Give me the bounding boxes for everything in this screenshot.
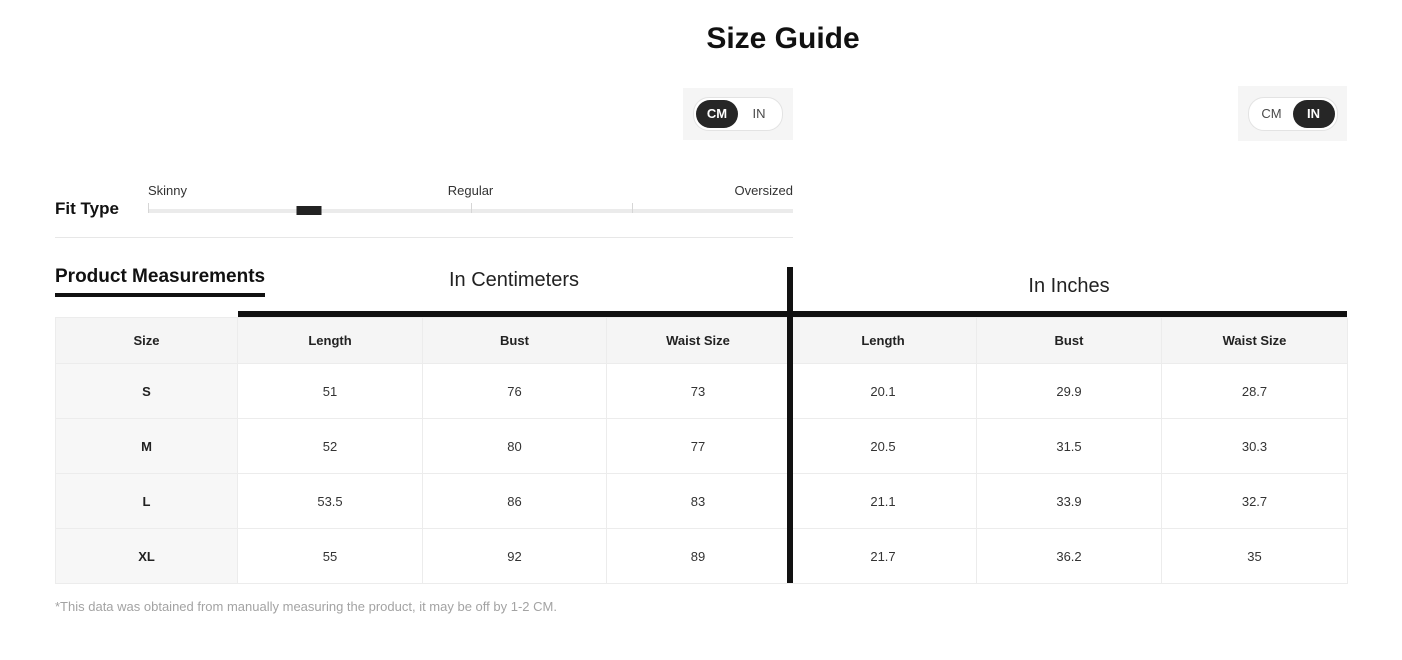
- column-header-length-cm: Length: [238, 318, 423, 364]
- page-title: Size Guide: [706, 22, 860, 55]
- column-header-bust-cm: Bust: [423, 318, 607, 364]
- measurement-value-cell: 92: [423, 529, 607, 584]
- fit-slider-track: [148, 203, 793, 215]
- measurement-value-cell: 73: [607, 364, 790, 419]
- measurement-value-cell: 55: [238, 529, 423, 584]
- measurement-value-cell: 20.1: [790, 364, 977, 419]
- table-row: M 52 80 77 20.5 31.5 30.3: [56, 419, 1348, 474]
- table-row: L 53.5 86 83 21.1 33.9 32.7: [56, 474, 1348, 529]
- unit-toggle-block-centimeters: CM IN: [683, 88, 793, 140]
- measurement-value-cell: 33.9: [977, 474, 1162, 529]
- fit-option-regular: Regular: [447, 183, 494, 198]
- measurement-value-cell: 21.7: [790, 529, 977, 584]
- size-cell: M: [56, 419, 238, 474]
- cm-in-divider-bar: [787, 267, 793, 583]
- measurement-value-cell: 20.5: [790, 419, 977, 474]
- measurement-value-cell: 89: [607, 529, 790, 584]
- fit-type-slider: Skinny Regular Oversized: [148, 183, 793, 223]
- fit-slider-thumb: [296, 206, 322, 215]
- measurement-value-cell: 29.9: [977, 364, 1162, 419]
- unit-toggle: CM IN: [693, 97, 783, 131]
- size-cell: L: [56, 474, 238, 529]
- measurement-value-cell: 30.3: [1162, 419, 1348, 474]
- measurement-value-cell: 77: [607, 419, 790, 474]
- measurement-value-cell: 35: [1162, 529, 1348, 584]
- in-toggle-button[interactable]: IN: [1292, 99, 1335, 128]
- size-cell: S: [56, 364, 238, 419]
- size-cell: XL: [56, 529, 238, 584]
- measurement-value-cell: 36.2: [977, 529, 1162, 584]
- centimeters-section-title: In Centimeters: [448, 269, 580, 291]
- measurement-value-cell: 86: [423, 474, 607, 529]
- column-header-length-in: Length: [790, 318, 977, 364]
- measurement-value-cell: 31.5: [977, 419, 1162, 474]
- fit-slider-tick: [148, 203, 149, 213]
- fit-slider-tick: [631, 203, 633, 213]
- measurement-value-cell: 28.7: [1162, 364, 1348, 419]
- measurement-disclaimer: *This data was obtained from manually me…: [55, 599, 557, 614]
- measurement-value-cell: 80: [423, 419, 607, 474]
- column-header-size: Size: [56, 318, 238, 364]
- section-divider: [55, 237, 793, 238]
- product-measurements-heading: Product Measurements: [55, 266, 266, 297]
- fit-option-oversized: Oversized: [734, 183, 793, 198]
- measurement-value-cell: 21.1: [790, 474, 977, 529]
- inches-section-title: In Inches: [1028, 275, 1110, 297]
- table-row: S 51 76 73 20.1 29.9 28.7: [56, 364, 1348, 419]
- measurement-value-cell: 52: [238, 419, 423, 474]
- measurement-value-cell: 53.5: [238, 474, 423, 529]
- measurement-value-cell: 32.7: [1162, 474, 1348, 529]
- in-toggle-button[interactable]: IN: [752, 106, 766, 121]
- measurement-value-cell: 51: [238, 364, 423, 419]
- measurements-table: Size Length Bust Waist Size Length Bust …: [55, 317, 1348, 584]
- column-header-bust-in: Bust: [977, 318, 1162, 364]
- measurement-value-cell: 83: [607, 474, 790, 529]
- cm-toggle-button[interactable]: CM: [1261, 105, 1282, 121]
- measurement-value-cell: 76: [423, 364, 607, 419]
- cm-toggle-button[interactable]: CM: [696, 100, 738, 128]
- fit-type-label: Fit Type: [55, 199, 119, 218]
- table-header-row: Size Length Bust Waist Size Length Bust …: [56, 318, 1348, 364]
- measurements-table-body: S 51 76 73 20.1 29.9 28.7 M 52 80 77 20.5 31.5 30.3 L 5…: [56, 364, 1348, 584]
- table-row: XL 55 92 89 21.7 36.2 35: [56, 529, 1348, 584]
- unit-toggle: CM IN: [1247, 96, 1338, 131]
- column-header-waist-cm: Waist Size: [607, 318, 790, 364]
- fit-option-skinny: Skinny: [148, 183, 188, 198]
- column-header-waist-in: Waist Size: [1162, 318, 1348, 364]
- fit-slider-tick: [470, 203, 472, 213]
- unit-toggle-block-inches: CM IN: [1238, 86, 1347, 141]
